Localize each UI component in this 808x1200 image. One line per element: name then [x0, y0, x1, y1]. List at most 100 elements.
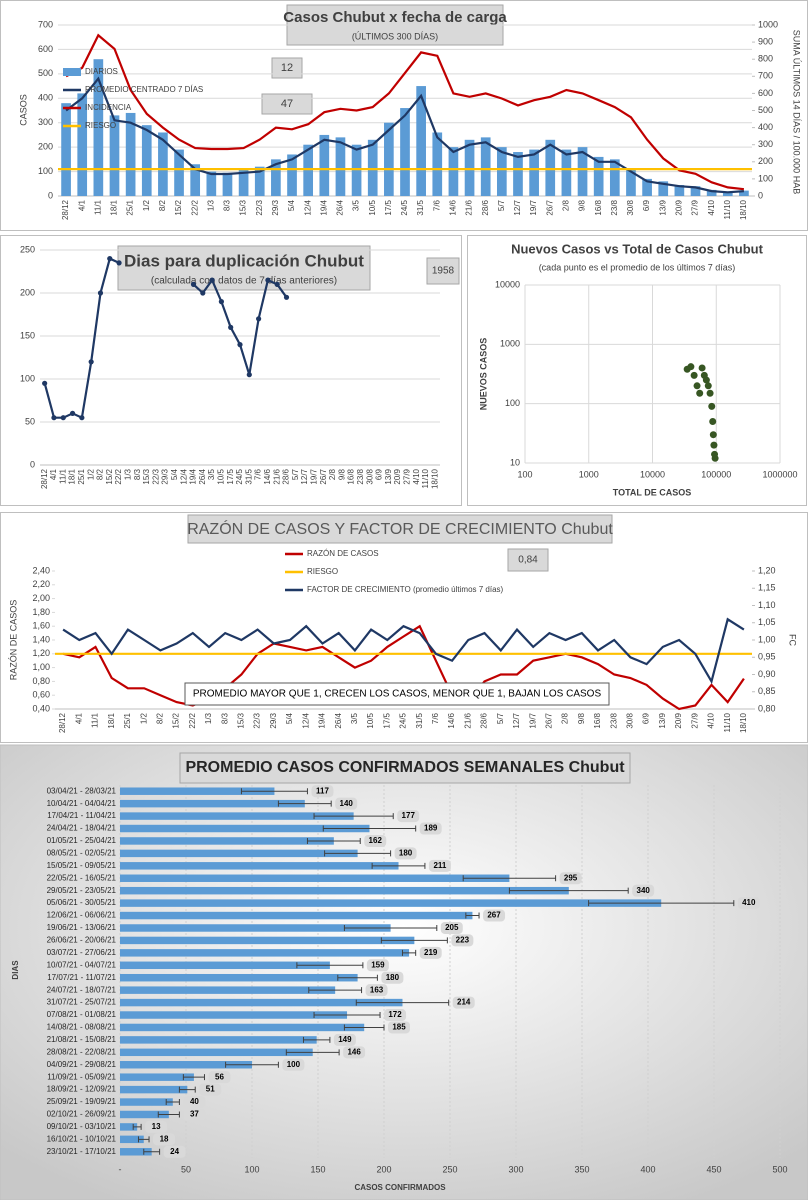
value-label-box — [559, 872, 582, 885]
x-tick-label: 8/3 — [133, 468, 142, 480]
bar — [335, 137, 346, 196]
bar — [61, 103, 71, 196]
annotation: 12 — [281, 62, 293, 74]
bar — [238, 169, 249, 196]
x-tick-label: 10/5 — [366, 712, 375, 728]
annotation-box — [426, 257, 460, 285]
bar — [120, 1036, 317, 1044]
bar — [120, 837, 334, 845]
x-tick-label: 16/8 — [593, 712, 602, 728]
point — [698, 364, 706, 372]
x-tick-label: 14/6 — [447, 712, 456, 728]
bar — [120, 1135, 144, 1144]
bar — [120, 862, 399, 870]
x-tick-label: 18/1 — [107, 712, 116, 728]
y-axis-label: RAZÓN DE CASOS — [8, 600, 18, 681]
value-label: 56 — [215, 1072, 224, 1081]
x-tick-label: 29/3 — [161, 468, 170, 484]
value-label: 205 — [445, 923, 459, 932]
y-tick-label: 0,80 — [32, 676, 50, 686]
y-tick-label: 19/06/21 - 13/06/21 — [47, 923, 117, 932]
y-tick-label: 1000 — [500, 339, 520, 349]
x-tick-label: 4/1 — [77, 199, 86, 211]
bar — [254, 166, 265, 196]
y2-tick-label: 0 — [758, 190, 763, 200]
x-tick-label: 18/1 — [68, 468, 77, 484]
x-tick-label: 15/3 — [142, 468, 151, 484]
x-tick-label: 17/5 — [226, 468, 235, 484]
x-tick-label: 23/8 — [610, 199, 619, 215]
bar — [722, 191, 733, 196]
error-bar — [165, 1099, 180, 1106]
y-tick-label: 17/07/21 - 11/07/21 — [47, 973, 116, 982]
y-tick-label: 07/08/21 - 01/08/21 — [47, 1010, 117, 1019]
y2-tick-label: 100 — [758, 173, 773, 183]
x-tick-label: 30/8 — [626, 199, 635, 215]
annotation-box — [184, 682, 610, 706]
y-tick-label: 100 — [38, 166, 53, 176]
y-tick-label: 02/10/21 - 26/09/21 — [47, 1110, 117, 1119]
annotation-box — [261, 93, 313, 115]
x-tick-label: 13/9 — [658, 712, 667, 728]
x-tick-label: 25/1 — [123, 712, 132, 728]
point — [687, 363, 695, 371]
x-tick-label: 10/5 — [368, 199, 377, 215]
value-label-box — [199, 1083, 222, 1096]
x-tick-label: 11/10 — [723, 712, 732, 732]
bar — [642, 178, 652, 196]
value-label: 13 — [152, 1122, 161, 1131]
y-tick-label: 700 — [38, 19, 53, 29]
value-label-box — [451, 934, 474, 947]
y2-tick-label: 0,95 — [758, 652, 776, 662]
chart-title: Nuevos Casos vs Total de Casos Chubut — [511, 241, 764, 256]
bar — [120, 1148, 152, 1156]
y-tick-label: 200 — [20, 287, 35, 297]
x-tick-label: 3/5 — [350, 712, 359, 724]
value-label: 140 — [340, 799, 354, 808]
x-tick-label: 100 — [517, 469, 532, 479]
bar — [120, 824, 370, 833]
marker — [274, 281, 280, 287]
bar — [125, 112, 136, 196]
value-label-box — [440, 921, 463, 934]
error-bar — [302, 1036, 331, 1043]
y-tick-label: 2,00 — [32, 593, 50, 603]
x-tick-label: 22/3 — [253, 712, 262, 728]
error-bar — [355, 999, 450, 1006]
y-tick-label: 15/05/21 - 09/05/21 — [47, 861, 117, 870]
error-bar — [240, 788, 308, 795]
y-tick-label: 200 — [38, 142, 53, 152]
bar — [319, 134, 330, 196]
bar — [120, 1073, 194, 1081]
bar — [120, 924, 391, 932]
bar — [120, 799, 305, 808]
value-label: 37 — [190, 1110, 199, 1119]
y-axis-label: NUEVOS CASOS — [478, 338, 488, 411]
x-tick-label: 5/7 — [496, 712, 505, 724]
annotation: 1958 — [432, 266, 455, 277]
y-tick-label: 04/09/21 - 29/08/21 — [47, 1060, 117, 1069]
x-tick-label: 28/6 — [282, 468, 291, 484]
y2-tick-label: 1,20 — [758, 565, 776, 575]
y-tick-label: 08/05/21 - 02/05/21 — [47, 848, 117, 857]
value-label: 189 — [424, 824, 438, 833]
value-label-box — [208, 1071, 231, 1084]
bar — [174, 149, 184, 196]
bar — [464, 139, 475, 196]
y-tick-label: 0 — [30, 459, 35, 469]
legend-label: RAZÓN DE CASOS — [307, 549, 379, 558]
y-tick-label: 400 — [38, 93, 53, 103]
x-tick-label: 9/8 — [337, 468, 346, 480]
x-tick-label: 100 — [244, 1164, 259, 1174]
marker — [200, 290, 206, 296]
x-tick-label: 1000000 — [762, 469, 797, 479]
x-tick-label: 11/10 — [421, 468, 430, 488]
error-bar — [285, 1049, 340, 1056]
x-tick-label: 28/12 — [58, 712, 67, 733]
bar — [480, 137, 491, 196]
bar — [120, 911, 473, 920]
y-tick-label: 10/04/21 - 04/04/21 — [47, 799, 117, 808]
marker — [237, 342, 243, 348]
x-tick-label: 20/9 — [393, 468, 402, 484]
